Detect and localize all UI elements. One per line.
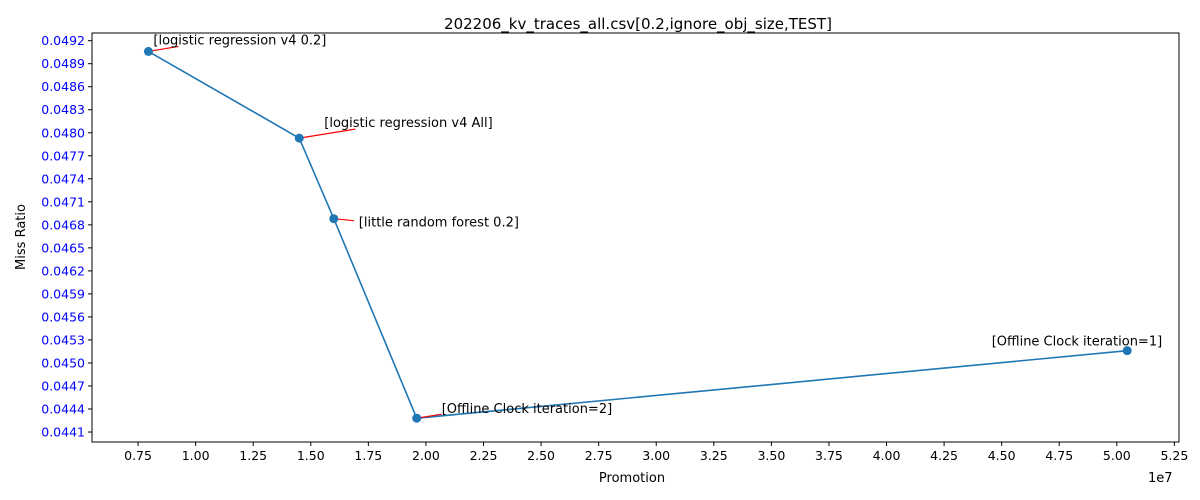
x-tick-label: 4.75: [1045, 448, 1073, 463]
y-tick-label: 0.0444: [41, 402, 85, 417]
x-tick-label: 1.00: [182, 448, 210, 463]
plot-area: 0.75 1.00 1.25 1.50 1.75 2.00 2.25 2.50 2.75 3.00…: [41, 33, 1188, 463]
y-tick-label: 0.0486: [41, 79, 85, 94]
x-tick-label: 0.75: [124, 448, 152, 463]
y-tick-label: 0.0480: [41, 125, 85, 140]
y-tick-label: 0.0471: [41, 194, 85, 209]
y-tick-label: 0.0489: [41, 56, 85, 71]
x-tick-label: 2.25: [470, 448, 498, 463]
x-tick-label: 3.25: [700, 448, 728, 463]
y-tick-label: 0.0459: [41, 286, 85, 301]
y-tick-label: 0.0453: [41, 332, 85, 347]
y-tick-label: 0.0447: [41, 378, 85, 393]
annotation-arrow: [148, 45, 179, 53]
y-tick-label: 0.0450: [41, 355, 85, 370]
x-tick-label: 5.25: [1160, 448, 1188, 463]
x-tick-label: 2.75: [585, 448, 613, 463]
x-tick-label: 3.00: [642, 448, 670, 463]
data-point: [294, 133, 304, 143]
x-tick-label: 4.25: [930, 448, 958, 463]
y-tick-label: 0.0483: [41, 102, 85, 117]
x-tick-label: 2.50: [527, 448, 555, 463]
x-tick-label: 2.00: [412, 448, 440, 463]
series-line: [148, 50, 1128, 420]
data-point: [1122, 346, 1132, 356]
x-tick-label: 3.50: [757, 448, 785, 463]
x-tick-label: 1.50: [297, 448, 325, 463]
annotation-label: [Offline Clock iteration=1]: [992, 335, 1162, 350]
annotation-label: [Offline Clock iteration=2]: [442, 402, 612, 417]
y-tick-label: 0.0441: [41, 425, 85, 440]
x-offset-label: 1e7: [1148, 471, 1173, 486]
x-tick-label: 4.00: [873, 448, 901, 463]
data-point: [412, 413, 422, 423]
y-axis-label: Miss Ratio: [14, 204, 29, 270]
annotation-label: [little random forest 0.2]: [359, 216, 519, 231]
annotation-label: [logistic regression v4 All]: [324, 116, 492, 131]
x-tick-label: 3.75: [815, 448, 843, 463]
x-axis-label: Promotion: [599, 471, 665, 486]
plot-frame: [91, 32, 1180, 443]
y-tick-label: 0.0474: [41, 171, 85, 186]
x-tick-label: 5.00: [1103, 448, 1131, 463]
x-tick-label: 1.75: [354, 448, 382, 463]
annotation-arrow: [299, 128, 356, 139]
y-tick-label: 0.0468: [41, 217, 85, 232]
data-point: [143, 46, 153, 56]
y-tick-label: 0.0462: [41, 263, 85, 278]
y-tick-label: 0.0477: [41, 148, 85, 163]
y-tick-label: 0.0492: [41, 33, 85, 48]
y-tick-label: 0.0456: [41, 309, 85, 324]
data-point: [329, 214, 339, 224]
x-tick-label: 4.50: [988, 448, 1016, 463]
y-tick-label: 0.0465: [41, 240, 85, 255]
x-tick-label: 1.25: [239, 448, 267, 463]
chart-title: 202206_kv_traces_all.csv[0.2,ignore_obj_…: [444, 15, 832, 34]
annotation-label: [logistic regression v4 0.2]: [153, 33, 326, 48]
